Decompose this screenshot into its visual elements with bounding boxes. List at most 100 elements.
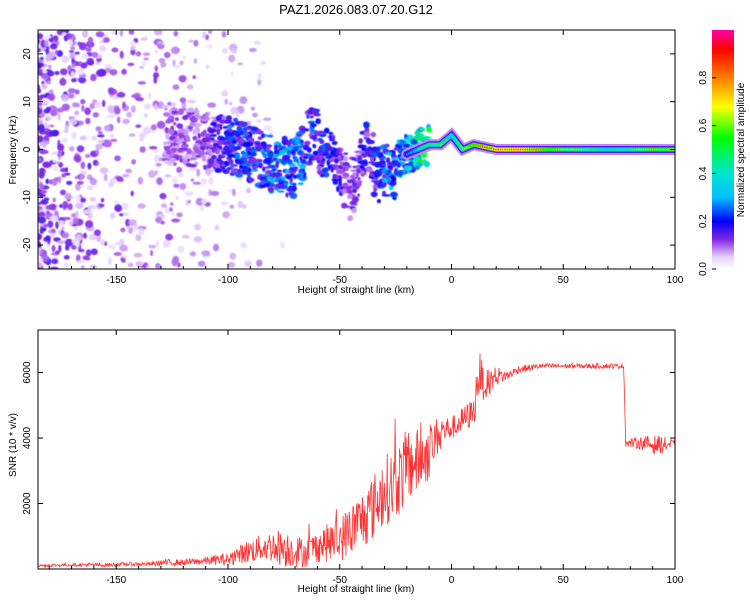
cluster-blob (205, 117, 211, 120)
noise-blob (175, 196, 179, 201)
noise-blob (43, 223, 49, 228)
noise-blob (207, 102, 217, 108)
snr-series-line (38, 353, 675, 569)
cluster-blob (378, 181, 383, 188)
cluster-blob (385, 157, 391, 164)
noise-blob (205, 167, 212, 176)
noise-blob (71, 102, 78, 108)
noise-blob (79, 197, 86, 203)
cluster-blob (238, 138, 244, 144)
noise-blob (95, 143, 103, 150)
noise-blob (242, 204, 247, 209)
y-tick-label: 2000 (22, 492, 33, 515)
cluster-blob (211, 154, 217, 160)
colorbar-gradient (712, 30, 734, 269)
noise-blob (56, 161, 60, 165)
noise-blob (201, 178, 207, 185)
cluster-blob (211, 139, 219, 144)
noise-blob (170, 202, 174, 206)
cluster-blob (245, 127, 250, 131)
cluster-blob (331, 140, 338, 146)
noise-blob (184, 191, 194, 196)
noise-blob (68, 116, 76, 120)
noise-blob (58, 244, 62, 253)
cluster-blob (372, 184, 378, 189)
noise-blob (156, 162, 162, 167)
y-tick-label: -20 (22, 237, 33, 252)
cluster-blob (243, 165, 248, 170)
noise-blob (158, 58, 166, 63)
noise-blob (188, 39, 194, 43)
cluster-blob (280, 145, 287, 149)
cluster-blob (387, 165, 393, 169)
noise-blob (228, 54, 236, 63)
noise-blob (38, 145, 41, 153)
noise-blob (139, 146, 146, 153)
cluster-blob (217, 139, 225, 146)
noise-blob (110, 212, 116, 219)
noise-blob (153, 148, 159, 154)
cluster-blob (227, 158, 234, 165)
noise-blob (172, 84, 180, 90)
cluster-blob (204, 112, 209, 119)
noise-blob (74, 110, 79, 116)
noise-blob (126, 226, 132, 230)
noise-blob (168, 207, 173, 212)
cluster-blob (165, 149, 172, 155)
cluster-blob (182, 115, 189, 121)
cluster-blob (413, 158, 418, 163)
cluster-blob (338, 155, 342, 161)
cluster-blob (328, 131, 334, 135)
cluster-blob (258, 174, 263, 177)
noise-blob (97, 139, 106, 144)
noise-blob (231, 48, 238, 54)
noise-blob (104, 64, 113, 69)
noise-blob (67, 92, 75, 99)
cluster-blob (379, 160, 386, 164)
noise-blob (150, 124, 157, 131)
cluster-blob (343, 152, 349, 155)
cluster-blob (215, 123, 223, 127)
cluster-blob (165, 144, 171, 151)
cluster-blob (267, 134, 274, 138)
noise-blob (107, 87, 114, 94)
cluster-blob (230, 168, 239, 174)
cluster-blob (216, 168, 221, 172)
noise-blob (114, 241, 124, 246)
noise-blob (81, 104, 85, 112)
cluster-blob (351, 182, 358, 187)
noise-blob (122, 118, 130, 124)
noise-blob (46, 80, 51, 85)
cluster-blob (322, 158, 326, 162)
cluster-blob (286, 149, 292, 156)
noise-blob (57, 112, 61, 121)
cluster-blob (303, 140, 311, 146)
noise-blob (135, 97, 144, 102)
noise-blob (47, 220, 54, 228)
noise-blob (154, 50, 159, 54)
cluster-blob (259, 176, 264, 180)
noise-blob (103, 141, 112, 148)
cluster-blob (248, 156, 257, 163)
x-tick-label: -150 (106, 575, 126, 586)
noise-blob (70, 119, 78, 126)
noise-blob (137, 228, 145, 236)
noise-blob (71, 78, 77, 83)
noise-blob (131, 105, 136, 113)
noise-blob (252, 112, 258, 118)
cluster-blob (245, 141, 253, 147)
colorbar-ticks: 0.0 0.2 0.4 0.6 0.8 (698, 70, 716, 276)
cluster-blob (304, 128, 310, 132)
noise-blob (262, 117, 272, 121)
noise-blob (51, 228, 56, 234)
cluster-blob (273, 179, 280, 183)
cluster-blob (387, 162, 393, 165)
cluster-blob (323, 127, 330, 134)
cluster-blob (270, 183, 276, 187)
cluster-blob (200, 115, 205, 120)
noise-blob (235, 110, 240, 118)
noise-blob (58, 176, 62, 184)
noise-blob (130, 190, 134, 197)
noise-blob (66, 180, 73, 185)
x-tick-label: 50 (558, 575, 570, 586)
